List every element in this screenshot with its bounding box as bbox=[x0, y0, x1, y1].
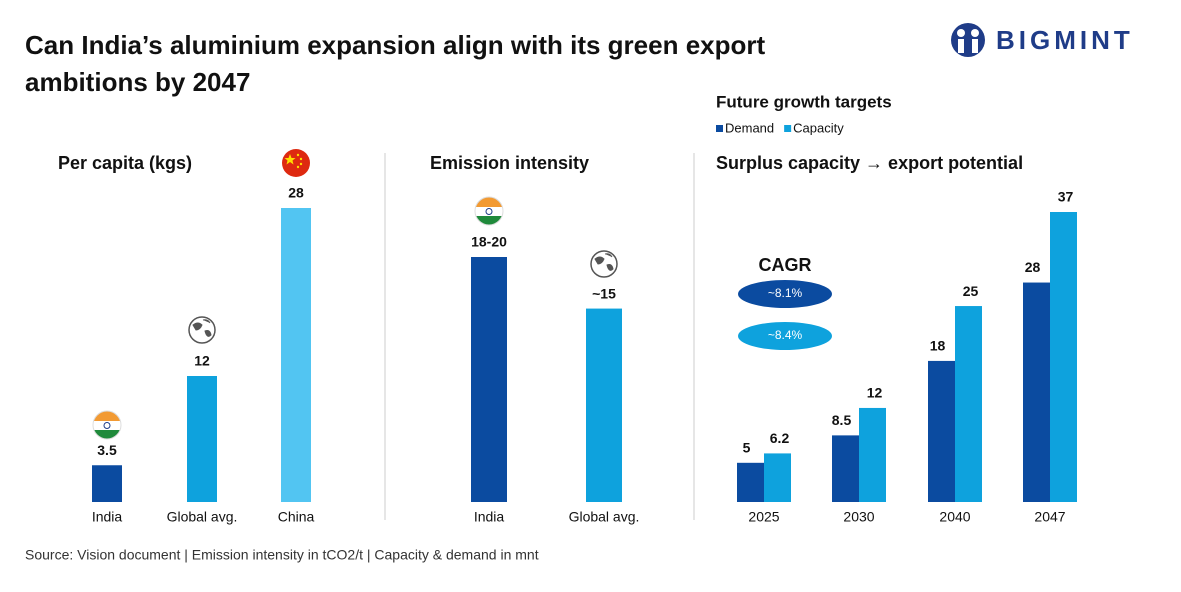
x-tick-label: 2047 bbox=[1034, 509, 1065, 525]
bar bbox=[955, 306, 982, 502]
bar bbox=[1050, 212, 1077, 502]
x-tick-label: China bbox=[278, 509, 315, 525]
annotation-badge bbox=[738, 322, 832, 350]
value-label: ~15 bbox=[592, 285, 616, 301]
china-flag bbox=[282, 149, 310, 177]
bar bbox=[471, 257, 507, 502]
value-label: 12 bbox=[867, 385, 883, 401]
annotation-badge bbox=[738, 280, 832, 308]
bar bbox=[187, 376, 217, 502]
x-tick-label: India bbox=[474, 509, 505, 525]
x-tick-label: India bbox=[92, 509, 123, 525]
bar bbox=[859, 407, 886, 502]
value-label: 18 bbox=[930, 338, 946, 354]
bar bbox=[586, 308, 622, 502]
logo: BIGMINT bbox=[951, 23, 1134, 57]
value-label: 12 bbox=[194, 353, 210, 369]
annotation-label: ~8.4% bbox=[768, 328, 803, 342]
title-part: Can India’s aluminium expansion align wi… bbox=[25, 30, 766, 60]
x-tick-label: 2040 bbox=[939, 509, 970, 525]
logo-icon bbox=[958, 39, 964, 53]
logo-icon bbox=[972, 39, 978, 53]
globe-icon bbox=[188, 316, 216, 344]
legend-label: Demand bbox=[725, 120, 774, 135]
india-flag bbox=[474, 196, 504, 226]
x-tick-label: Global avg. bbox=[569, 509, 640, 525]
chart-title: Per capita (kgs) bbox=[58, 153, 192, 173]
value-label: 37 bbox=[1058, 189, 1074, 205]
bar bbox=[832, 435, 859, 502]
x-tick-label: 2030 bbox=[843, 509, 874, 525]
value-label: 25 bbox=[963, 283, 979, 299]
value-label: 8.5 bbox=[832, 412, 852, 428]
value-label: 28 bbox=[1025, 259, 1041, 275]
bar bbox=[281, 208, 311, 502]
annotation-label: ~8.1% bbox=[768, 286, 803, 300]
title-part: ambitions by 2047 bbox=[25, 67, 250, 97]
chart-title: Emission intensity bbox=[430, 153, 589, 173]
logo-text: BIGMINT bbox=[996, 25, 1134, 55]
india-flag bbox=[92, 410, 122, 440]
bar bbox=[1023, 282, 1050, 502]
page-title-line2: ambitions by 2047 bbox=[25, 67, 250, 97]
logo-icon bbox=[957, 29, 965, 37]
bar bbox=[764, 453, 791, 502]
logo-icon bbox=[951, 23, 985, 57]
page-title: Can India’s aluminium expansion align wi… bbox=[25, 30, 766, 60]
bar bbox=[92, 465, 122, 502]
x-tick-label: Global avg. bbox=[167, 509, 238, 525]
legend-swatch bbox=[784, 125, 792, 132]
globe-icon bbox=[590, 250, 618, 278]
value-label: 18-20 bbox=[471, 234, 507, 250]
logo-icon bbox=[971, 29, 979, 37]
annotation-title: CAGR bbox=[759, 255, 812, 275]
legend-title: Future growth targets bbox=[716, 92, 892, 111]
value-label: 6.2 bbox=[770, 430, 790, 446]
value-label: 5 bbox=[743, 440, 751, 456]
value-label: 3.5 bbox=[97, 442, 117, 458]
bar bbox=[737, 462, 764, 502]
chart-title: Surplus capacity → export potential bbox=[716, 153, 1023, 173]
source-note: Source: Vision document | Emission inten… bbox=[25, 547, 539, 563]
bar bbox=[928, 360, 955, 502]
legend-label: Capacity bbox=[793, 120, 844, 135]
x-tick-label: 2025 bbox=[748, 509, 779, 525]
legend-swatch bbox=[716, 125, 723, 132]
value-label: 28 bbox=[288, 185, 304, 201]
